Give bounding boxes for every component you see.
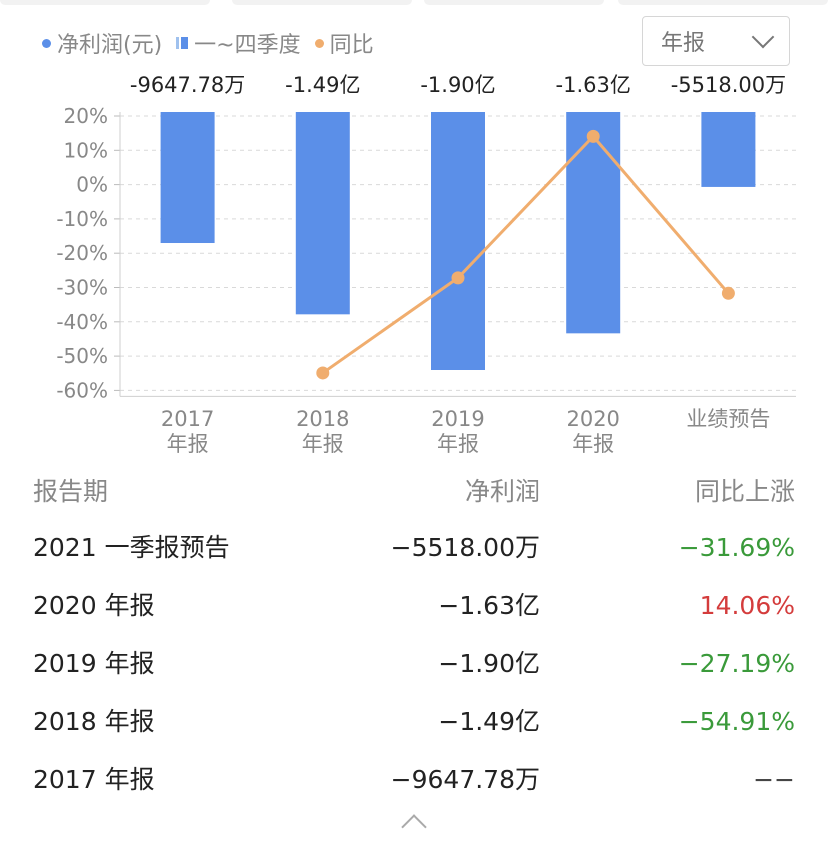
yoy-point [586,129,600,143]
yoy-point [316,366,330,380]
legend-net-profit[interactable]: 净利润(元) [42,27,162,59]
top-tab-2[interactable] [232,0,412,5]
bar [160,112,215,244]
legend-quarters-label: 一~四季度 [194,33,301,58]
top-tab-4[interactable] [618,0,828,5]
row-yoy: 14.06% [699,591,795,620]
period-select[interactable]: 年报 [642,16,790,66]
row-net-profit: −1.63亿 [438,591,540,620]
table-row[interactable]: 2019 年报 −1.90亿 −27.19% [0,636,828,692]
chevron-up-icon [401,814,427,840]
row-net-profit: −1.90亿 [438,649,540,678]
row-period: 2020 年报 [33,591,155,620]
row-period: 2018 年报 [33,707,155,736]
bar-value-label: -5518.00万 [671,73,786,97]
table-row[interactable]: 2018 年报 −1.49亿 −54.91% [0,694,828,750]
bar-value-label: -9647.78万 [130,73,245,97]
row-yoy: −31.69% [678,533,795,562]
header-period: 报告期 [33,477,109,506]
y-tick-label: 20% [64,104,108,128]
legend-quarters[interactable]: 一~四季度 [176,27,301,59]
stacked-bar-icon [176,37,189,49]
x-tick-label: 2018 年报 [296,407,349,456]
yoy-line [321,134,730,375]
y-tick-label: -20% [56,241,108,265]
net-profit-chart: 20% 10% 0% -10% -20% -30% -40% -50% -60% -9647.78… [56,73,796,456]
legend-yoy[interactable]: 同比 [314,27,374,59]
x-tick-label: 业绩预告 [686,407,770,431]
circle-icon [42,38,51,48]
legend-yoy-label: 同比 [329,33,374,58]
collapse-button[interactable] [400,812,428,840]
header-yoy: 同比上涨 [694,477,795,506]
table-row[interactable]: 2017 年报 −9647.78万 −− [0,752,828,808]
row-net-profit: −9647.78万 [390,765,540,794]
row-period: 2019 年报 [33,649,155,678]
top-tab-1[interactable] [0,0,210,5]
top-tab-3[interactable] [424,0,604,5]
bar-value-label: -1.49亿 [285,73,360,97]
y-tick-label: -50% [56,344,108,368]
x-tick-label: 2019 年报 [431,407,484,456]
y-tick-label: 0% [76,173,108,197]
bar [431,112,485,370]
row-yoy: −27.19% [678,649,795,678]
table-row[interactable]: 2021 一季报预告 −5518.00万 −31.69% [0,520,828,576]
x-tick-label: 2017 年报 [161,407,214,456]
row-period: 2021 一季报预告 [33,533,230,562]
bar [566,112,621,334]
table-header: 报告期 净利润 同比上涨 [0,464,828,520]
yoy-point [721,286,735,300]
row-yoy: −54.91% [678,707,795,736]
y-tick-label: -60% [56,378,108,402]
row-period: 2017 年报 [33,765,155,794]
y-tick-label: -10% [56,207,108,231]
header-net-profit: 净利润 [464,477,540,506]
legend-net-profit-label: 净利润(元) [57,33,163,58]
bar-value-label: -1.90亿 [420,73,495,97]
bar [701,112,756,187]
table-row[interactable]: 2020 年报 −1.63亿 14.06% [0,578,828,634]
top-tab-strip [0,0,828,6]
y-tick-label: -30% [56,276,108,300]
yoy-point [451,271,465,285]
chart-legend: 净利润(元) 一~四季度 同比 [42,26,388,60]
circle-icon [314,38,324,48]
x-tick-label: 2020 年报 [566,407,619,456]
row-net-profit: −1.49亿 [438,707,540,736]
y-tick-label: 10% [64,138,108,162]
row-yoy: −− [753,765,795,794]
period-select-value: 年报 [661,31,706,56]
bar-value-label: -1.63亿 [556,73,631,97]
row-net-profit: −5518.00万 [390,533,540,562]
bar [295,112,350,315]
y-tick-label: -40% [56,310,108,334]
